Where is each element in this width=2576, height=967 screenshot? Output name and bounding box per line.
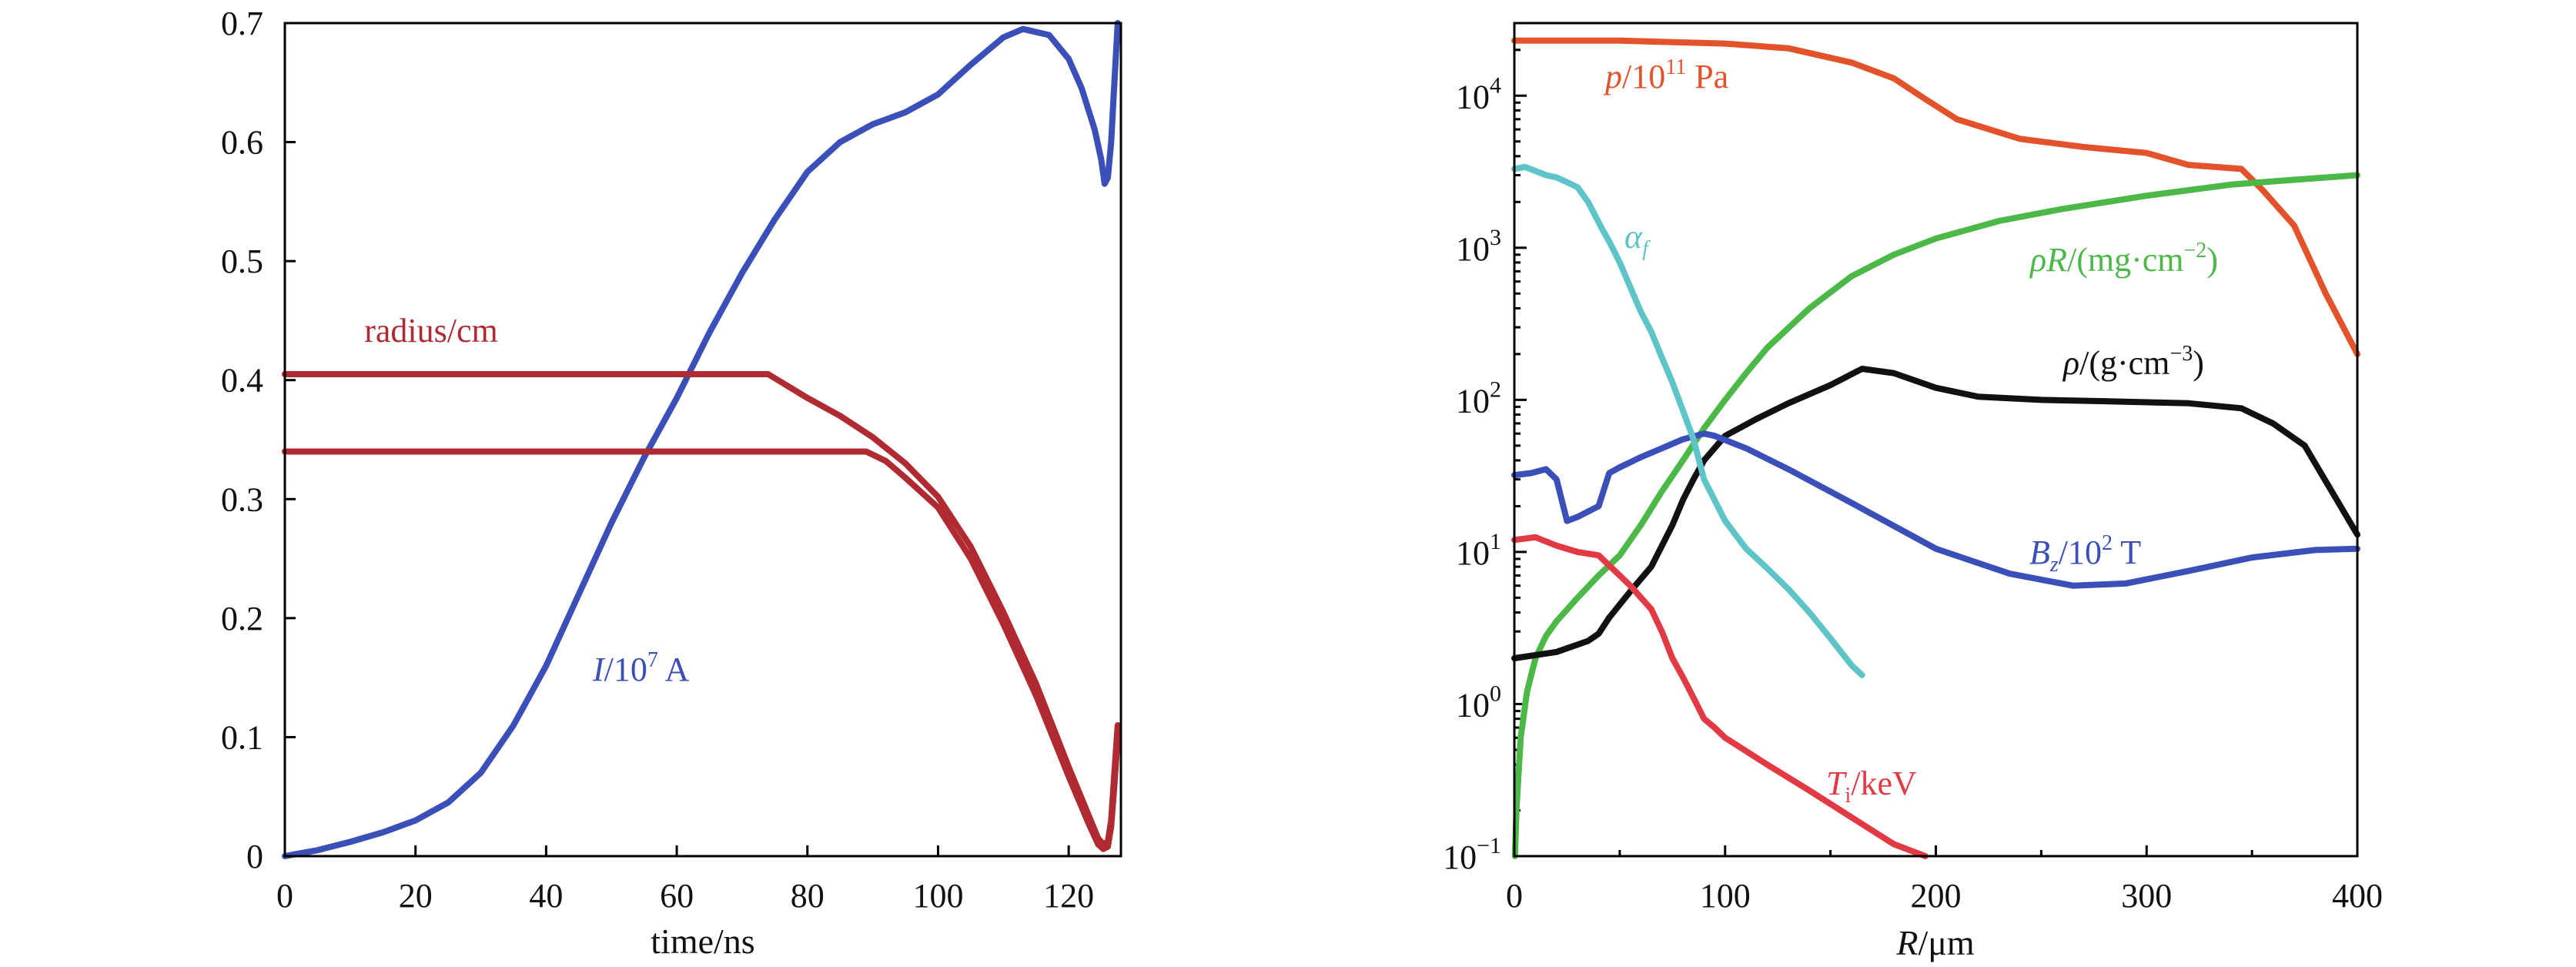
right-axis-ticks — [1513, 22, 2359, 858]
right-x-tick-label: 0 — [1506, 877, 1523, 915]
left-plot-frame — [283, 22, 1122, 858]
right-x-axis-title: R/μm — [1895, 923, 1975, 962]
right-y-tick-exponent: 4 — [1490, 72, 1501, 98]
areal-density-label-symbol: ρR — [2029, 241, 2067, 279]
ti-label-symbol: T — [1826, 765, 1848, 802]
left-chart-panel: 0 20 40 60 80 100 120 0 0.1 0.2 0.3 0.4 0.5 0.6 0.7 t… — [221, 5, 1122, 961]
ti-label-subscript: i — [1845, 784, 1851, 808]
areal-density-label-exponent: −2 — [2184, 239, 2207, 263]
right-y-tick-base: 10 — [1443, 838, 1477, 876]
left-x-tick-label: 80 — [791, 877, 825, 915]
density-label-exponent: −3 — [2170, 342, 2193, 366]
right-y-tick-label: 10−1 — [1443, 833, 1501, 876]
pressure-series-line — [1511, 37, 2360, 357]
current-series-line — [282, 20, 1121, 859]
left-x-axis-title: time/ns — [651, 922, 754, 961]
radius-inner-series-line — [282, 448, 1121, 852]
ti-label-unit: /keV — [1851, 765, 1917, 802]
left-y-tick-labels: 0 0.1 0.2 0.3 0.4 0.5 0.6 0.7 — [221, 5, 263, 875]
current-label-unit: A — [658, 651, 690, 688]
pressure-label-unit: Pa — [1686, 58, 1728, 95]
left-y-tick-label: 0 — [246, 838, 263, 875]
bfield-label-unit: T — [2113, 534, 2141, 571]
right-x-axis-symbol: R — [1895, 923, 1918, 962]
current-label-symbol: I — [592, 651, 606, 688]
density-series-line — [1511, 366, 2360, 661]
right-chart-curves — [1511, 37, 2360, 859]
right-x-tick-label: 300 — [2121, 877, 2172, 915]
right-x-tick-labels: 0 100 200 300 400 — [1506, 877, 2383, 915]
alpha-fraction-series-line — [1511, 163, 1865, 678]
right-y-tick-exponent: 3 — [1490, 225, 1501, 250]
right-y-tick-label: 101 — [1456, 529, 1501, 572]
right-y-tick-label: 102 — [1456, 376, 1501, 420]
areal-density-label-close: ) — [2206, 241, 2218, 279]
right-y-tick-base: 10 — [1456, 382, 1490, 420]
density-label-unit: /(g·cm — [2079, 344, 2170, 382]
right-y-tick-base: 10 — [1456, 78, 1490, 115]
current-label-base: /10 — [604, 651, 647, 688]
right-y-tick-label: 100 — [1456, 681, 1501, 724]
pressure-series-label: p/1011 Pa — [1603, 55, 1728, 95]
magnetic-field-series-label: Bz/102 T — [2029, 531, 2141, 577]
alpha-fraction-series-label: αf — [1624, 218, 1651, 261]
pressure-label-symbol: p — [1603, 58, 1622, 95]
left-x-tick-label: 60 — [660, 877, 694, 915]
right-y-tick-label: 103 — [1456, 225, 1501, 268]
pressure-label-exponent: 11 — [1665, 55, 1686, 79]
left-y-tick-label: 0.4 — [221, 362, 263, 400]
right-y-tick-base: 10 — [1456, 534, 1490, 572]
bfield-label-subscript: z — [2049, 553, 2059, 577]
right-y-tick-base: 10 — [1456, 686, 1490, 724]
left-axis-ticks — [283, 22, 1070, 858]
areal-density-series-line — [1511, 172, 2360, 859]
areal-density-series-label: ρR/(mg·cm−2) — [2029, 239, 2218, 279]
alpha-label-symbol: α — [1624, 218, 1643, 256]
left-y-tick-label: 0.5 — [221, 243, 263, 280]
ion-temperature-series-line — [1511, 534, 1929, 859]
left-x-tick-label: 20 — [399, 877, 433, 915]
bfield-label-symbol: B — [2029, 534, 2050, 571]
areal-density-label-unit: /(mg·cm — [2067, 241, 2184, 279]
bfield-label-base: /10 — [2059, 534, 2102, 571]
radius-series-label: radius/cm — [364, 312, 498, 350]
current-series-label: I/107 A — [592, 648, 689, 688]
alpha-label-subscript: f — [1642, 237, 1651, 261]
left-y-tick-label: 0.2 — [221, 600, 263, 637]
right-x-axis-unit: /μm — [1918, 923, 1974, 962]
left-x-tick-label: 0 — [276, 877, 293, 915]
density-series-label: ρ/(g·cm−3) — [2062, 342, 2204, 382]
magnetic-field-series-line — [1511, 430, 2360, 589]
right-x-tick-label: 200 — [1911, 877, 1962, 915]
right-y-tick-exponent: 2 — [1490, 376, 1501, 402]
left-y-tick-label: 0.7 — [221, 5, 263, 42]
left-x-tick-labels: 0 20 40 60 80 100 120 — [276, 877, 1094, 915]
left-chart-curves — [282, 20, 1121, 859]
density-label-close: ) — [2193, 344, 2204, 382]
right-plot-frame — [1513, 22, 2359, 858]
pressure-label-base: /10 — [1622, 58, 1665, 95]
left-x-tick-label: 100 — [912, 877, 963, 915]
left-x-tick-label: 40 — [529, 877, 563, 915]
right-y-tick-exponent: 0 — [1490, 681, 1501, 706]
left-x-tick-label: 120 — [1043, 877, 1094, 915]
bfield-label-exponent: 2 — [2102, 531, 2113, 555]
right-x-tick-label: 400 — [2332, 877, 2383, 915]
right-y-tick-base: 10 — [1456, 230, 1490, 268]
left-y-tick-label: 0.6 — [221, 124, 263, 162]
right-x-tick-label: 100 — [1700, 877, 1751, 915]
density-label-symbol: ρ — [2062, 344, 2079, 382]
current-label-exponent: 7 — [647, 648, 658, 672]
right-y-tick-exponent: −1 — [1477, 833, 1501, 858]
left-y-tick-label: 0.1 — [221, 718, 263, 756]
ion-temperature-series-label: Ti/keV — [1826, 765, 1917, 808]
right-y-tick-exponent: 1 — [1490, 529, 1501, 554]
left-y-tick-label: 0.3 — [221, 480, 263, 518]
right-y-tick-label: 104 — [1456, 72, 1501, 115]
